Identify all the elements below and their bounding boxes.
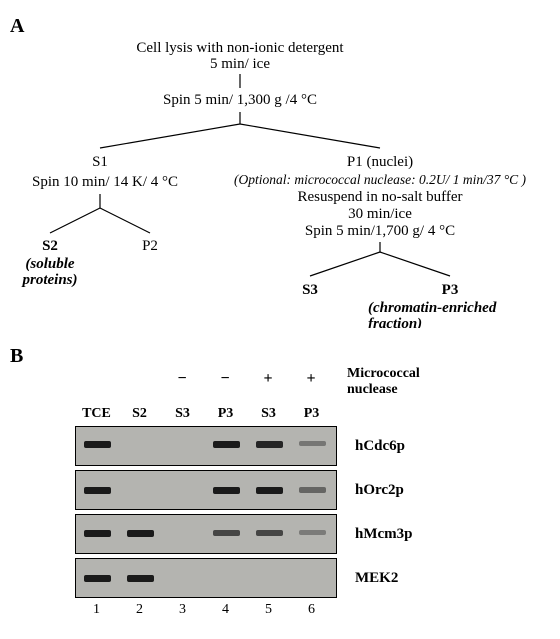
lane-label: P3 xyxy=(204,406,247,422)
blot-image xyxy=(75,514,337,554)
p1-step1: Resuspend in no-salt buffer xyxy=(297,189,462,205)
lane-label: S3 xyxy=(247,406,290,422)
blot-band xyxy=(256,530,284,536)
mn-sign: + xyxy=(264,370,273,388)
protein-label: MEK2 xyxy=(355,570,398,587)
blot-image xyxy=(75,426,337,466)
protein-label: hMcm3p xyxy=(355,526,413,543)
p1-step2: 30 min/ice xyxy=(348,206,412,222)
blot-band xyxy=(299,487,327,493)
step1-l2: 5 min/ ice xyxy=(210,56,270,72)
s1-label: S1 xyxy=(92,154,108,170)
p1-optional: (Optional: micrococcal nuclease: 0.2U/ 1… xyxy=(234,172,527,187)
panel-a-label: A xyxy=(10,15,550,38)
blot-row: hMcm3p xyxy=(75,514,550,554)
flowchart-a: Cell lysis with non-ionic detergent 5 mi… xyxy=(10,38,550,328)
lane-labels: TCES2S3P3S3P3 xyxy=(75,406,550,426)
lane-label: TCE xyxy=(75,406,118,422)
s3-label: S3 xyxy=(302,282,318,298)
lane-label: S3 xyxy=(161,406,204,422)
mn-l1: Micrococcal xyxy=(347,366,420,381)
lane-number: 2 xyxy=(118,602,161,618)
mn-sign: + xyxy=(307,370,316,388)
blot-band xyxy=(127,575,155,582)
blot-band xyxy=(84,441,112,448)
protein-label: hCdc6p xyxy=(355,438,405,455)
lane-number: 6 xyxy=(290,602,333,618)
lane-label: S2 xyxy=(118,406,161,422)
lane-number: 3 xyxy=(161,602,204,618)
blot-band xyxy=(256,441,284,448)
p1-step3: Spin 5 min/1,700 g/ 4 °C xyxy=(305,223,455,239)
step2: Spin 5 min/ 1,300 g /4 °C xyxy=(163,92,317,108)
lane-number: 4 xyxy=(204,602,247,618)
lane-number: 1 xyxy=(75,602,118,618)
mn-sign: − xyxy=(221,370,230,388)
blot-band xyxy=(213,441,241,448)
panel-a: A Cell lysis with non-ionic detergent 5 … xyxy=(10,15,550,333)
s1-step: Spin 10 min/ 14 K/ 4 °C xyxy=(32,174,178,190)
blot-band xyxy=(299,441,327,446)
lane-numbers: 123456 xyxy=(75,602,550,622)
protein-label: hOrc2p xyxy=(355,482,404,499)
blot-band xyxy=(213,530,241,536)
blot-band xyxy=(127,530,155,537)
s2-desc: (soluble xyxy=(25,256,75,272)
blot-row: MEK2 xyxy=(75,558,550,598)
p3-label: P3 xyxy=(442,282,459,298)
blot-band xyxy=(84,575,112,582)
blot-band xyxy=(84,530,112,537)
lane-number: 5 xyxy=(247,602,290,618)
blot-image xyxy=(75,558,337,598)
blot-band xyxy=(299,530,327,535)
blot-band xyxy=(213,487,241,494)
s2-label: S2 xyxy=(42,238,58,254)
blot-band xyxy=(256,487,284,494)
mn-sign: − xyxy=(178,370,187,388)
p3-desc2: fraction) xyxy=(368,316,422,328)
panel-b: B −−++ Micrococcal nuclease TCES2S3P3S3P… xyxy=(10,345,550,622)
panel-b-label: B xyxy=(10,345,550,368)
lane-label: P3 xyxy=(290,406,333,422)
step1-l1: Cell lysis with non-ionic detergent xyxy=(136,40,344,56)
blot-row: hOrc2p xyxy=(75,470,550,510)
blot-band xyxy=(84,487,112,494)
p2-label: P2 xyxy=(142,238,158,254)
blot-row: hCdc6p xyxy=(75,426,550,466)
s2-desc2: proteins) xyxy=(20,272,77,288)
blot-container: −−++ Micrococcal nuclease TCES2S3P3S3P3 … xyxy=(75,368,550,622)
p1-label: P1 (nuclei) xyxy=(347,154,413,170)
blot-header: − − + + Micrococcal nuclease xyxy=(75,368,550,406)
mn-l2: nuclease xyxy=(347,382,398,397)
blot-image xyxy=(75,470,337,510)
p3-desc: (chromatin-enriched xyxy=(368,300,497,316)
